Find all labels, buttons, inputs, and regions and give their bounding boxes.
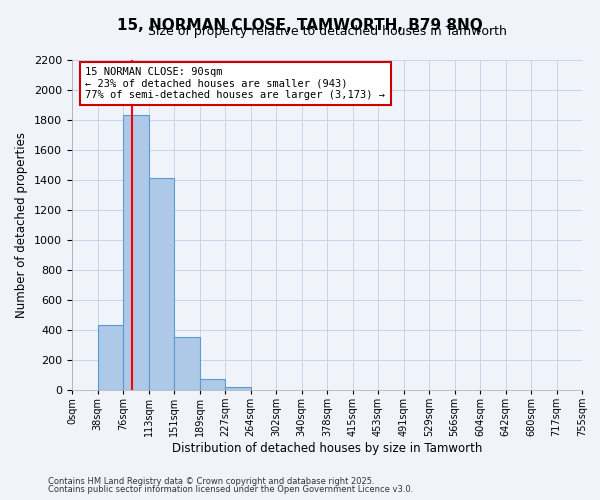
Text: Contains HM Land Registry data © Crown copyright and database right 2025.: Contains HM Land Registry data © Crown c… bbox=[48, 477, 374, 486]
Text: Contains public sector information licensed under the Open Government Licence v3: Contains public sector information licen… bbox=[48, 484, 413, 494]
Bar bbox=[97, 325, 123, 390]
Bar bbox=[174, 337, 199, 390]
Y-axis label: Number of detached properties: Number of detached properties bbox=[16, 132, 28, 318]
Text: 15, NORMAN CLOSE, TAMWORTH, B79 8NQ: 15, NORMAN CLOSE, TAMWORTH, B79 8NQ bbox=[117, 18, 483, 32]
Text: 15 NORMAN CLOSE: 90sqm
← 23% of detached houses are smaller (943)
77% of semi-de: 15 NORMAN CLOSE: 90sqm ← 23% of detached… bbox=[85, 66, 385, 100]
Bar bbox=[225, 386, 251, 390]
Bar bbox=[199, 379, 225, 390]
Bar bbox=[123, 115, 149, 390]
Bar bbox=[149, 178, 174, 390]
Title: Size of property relative to detached houses in Tamworth: Size of property relative to detached ho… bbox=[148, 25, 506, 38]
X-axis label: Distribution of detached houses by size in Tamworth: Distribution of detached houses by size … bbox=[172, 442, 482, 455]
